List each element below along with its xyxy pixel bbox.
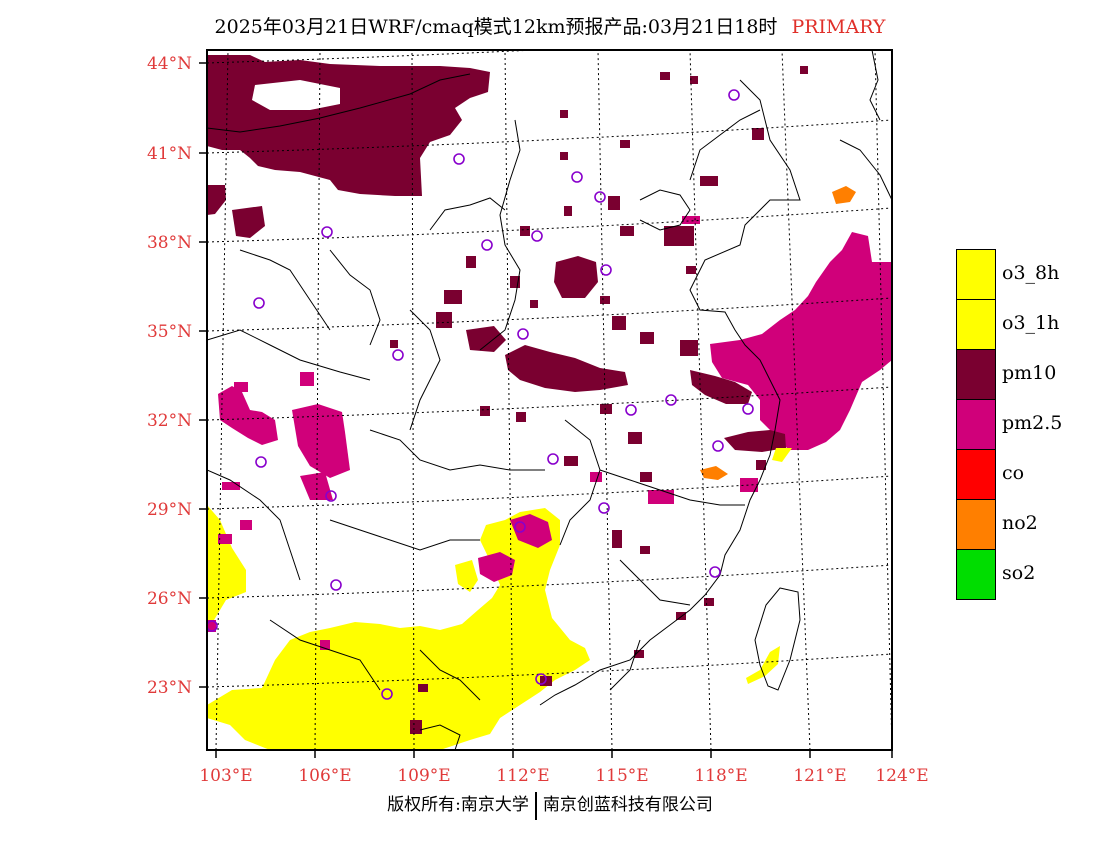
legend-swatch <box>956 549 996 600</box>
no2-area-yangtze <box>700 466 728 480</box>
longitude-gridlines <box>215 50 892 750</box>
legend-swatch <box>956 249 996 300</box>
copyright-footer: 版权所有:南京大学 南京创蓝科技有限公司 <box>0 790 1100 820</box>
o3-area-yunnan-west <box>207 505 246 625</box>
pm10-area-huai <box>690 370 752 404</box>
copyright-left: 版权所有:南京大学 <box>387 795 529 815</box>
pm25-area-southwest <box>218 386 278 445</box>
map-title-text: 2025年03月21日WRF/cmaq模式12km预报产品:03月21日18时 <box>214 16 778 38</box>
lat-label-41n: 41°N <box>146 144 192 164</box>
city-markers <box>207 89 754 700</box>
pm10-area-ordos <box>232 206 265 238</box>
pm25-area-sea <box>710 232 892 450</box>
no2-area-east <box>832 186 856 204</box>
boundary-lines <box>207 50 892 750</box>
lat-label-23n: 23°N <box>146 678 192 698</box>
axis-ticks <box>199 62 893 758</box>
pm10-area-west <box>207 185 226 215</box>
pm25-area-sichuan <box>292 404 350 478</box>
map-title: 2025年03月21日WRF/cmaq模式12km预报产品:03月21日18时 P… <box>0 12 1100 39</box>
legend-swatch <box>956 449 996 500</box>
footer-divider <box>534 791 537 820</box>
copyright-right: 南京创蓝科技有限公司 <box>542 795 713 815</box>
scattered-pollution-cells <box>207 66 808 734</box>
primary-tag: PRIMARY <box>791 16 886 38</box>
legend-swatch <box>956 349 996 400</box>
legend-label: pm10 <box>1002 362 1057 384</box>
legend-label: so2 <box>1002 562 1036 584</box>
lat-label-32n: 32°N <box>146 411 192 431</box>
pm10-area-shanghai <box>724 430 786 452</box>
lat-label-38n: 38°N <box>146 233 192 253</box>
lat-label-44n: 44°N <box>146 54 192 74</box>
lon-label-124e: 124°E <box>875 766 929 786</box>
lon-label-109e: 109°E <box>397 766 451 786</box>
legend-label: pm2.5 <box>1002 412 1063 434</box>
lon-label-115e: 115°E <box>595 766 649 786</box>
legend-swatch <box>956 399 996 450</box>
lon-label-112e: 112°E <box>496 766 550 786</box>
lat-label-26n: 26°N <box>146 589 192 609</box>
map-frame-border <box>206 49 893 751</box>
pm10-area-north-hole <box>252 80 340 110</box>
pm25-area-guizhou <box>300 472 333 500</box>
pm10-area-shanxi <box>554 256 598 298</box>
o3-area-taiwan <box>746 646 780 684</box>
legend-label: o3_8h <box>1002 262 1060 284</box>
o3-area-hunan <box>455 560 478 592</box>
lon-label-103e: 103°E <box>199 766 253 786</box>
lat-label-29n: 29°N <box>146 500 192 520</box>
lon-label-121e: 121°E <box>793 766 847 786</box>
pm25-area-guangxi-north <box>478 552 515 582</box>
pm10-area-guanzhong <box>466 326 506 352</box>
legend-swatch <box>956 299 996 350</box>
lon-label-106e: 106°E <box>298 766 352 786</box>
legend-label: no2 <box>1002 512 1038 534</box>
legend-swatch <box>956 499 996 550</box>
o3-area-zhejiang <box>772 448 792 462</box>
pm10-area-central <box>505 345 628 392</box>
lat-label-35n: 35°N <box>146 322 192 342</box>
lon-label-118e: 118°E <box>694 766 748 786</box>
legend-label: o3_1h <box>1002 312 1060 334</box>
legend-label: co <box>1002 462 1025 484</box>
